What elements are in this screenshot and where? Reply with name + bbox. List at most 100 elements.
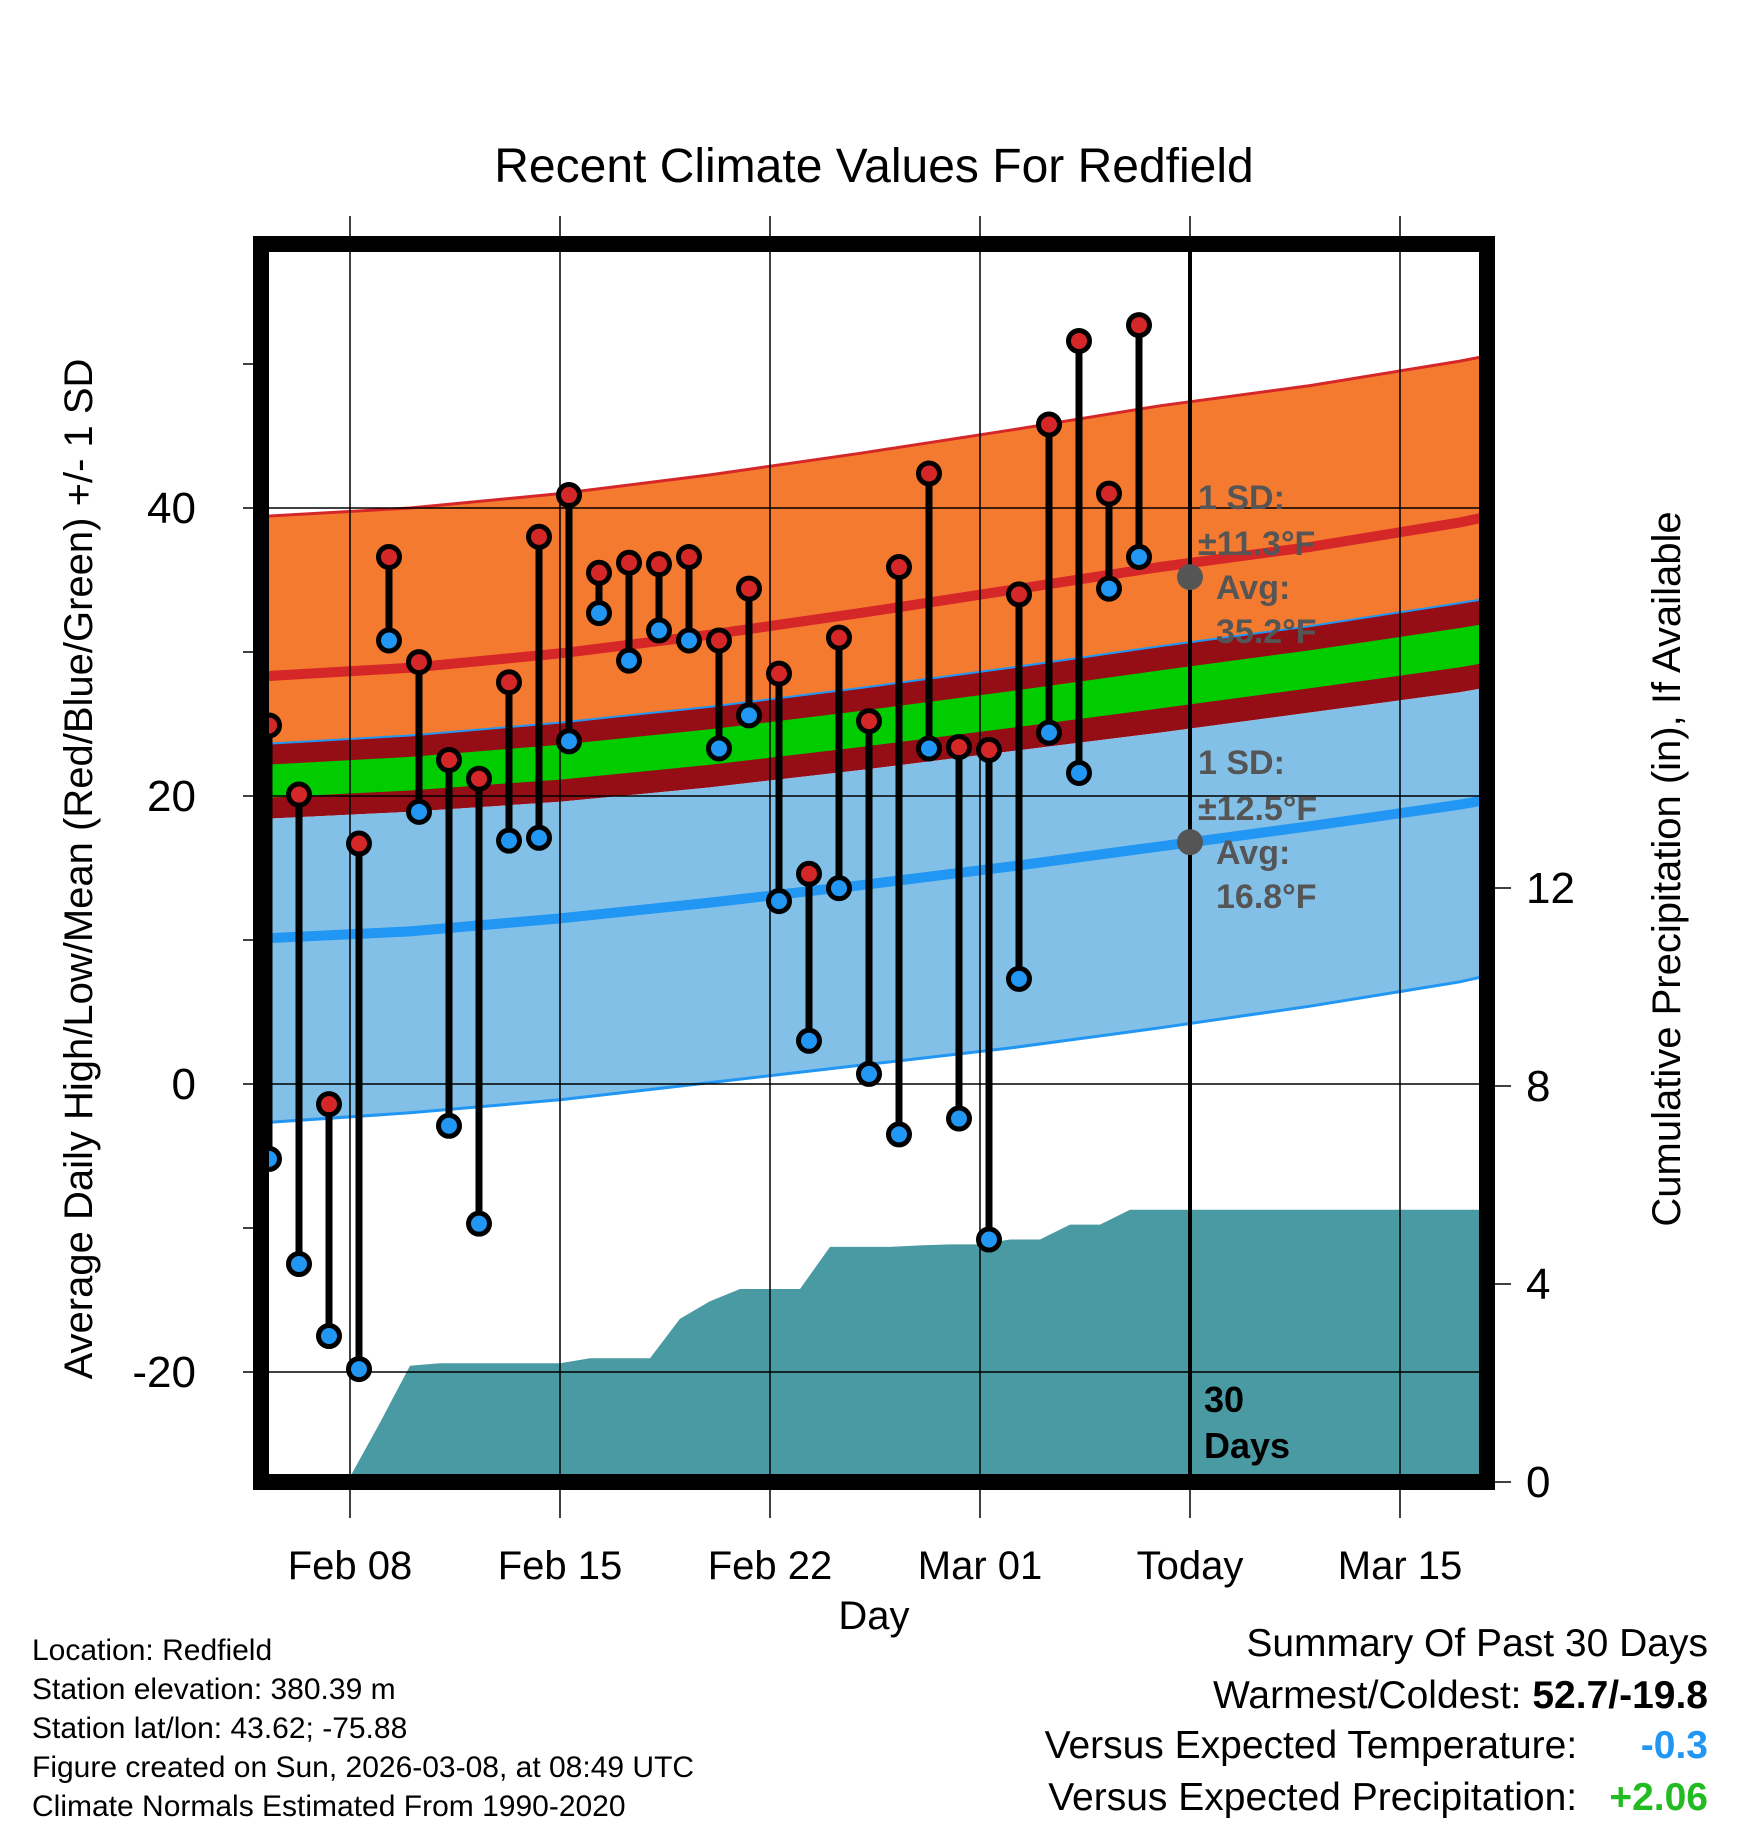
high-sd-label: 1 SD: (1198, 479, 1285, 517)
plot-frame (253, 236, 1495, 1490)
daily-low-point (376, 627, 402, 654)
y-axis-label: Average Daily High/Low/Mean (Red/Blue/Gr… (57, 359, 101, 1380)
daily-low-point (466, 1210, 492, 1237)
daily-high-point (436, 747, 462, 773)
y2-axis-label: Cumulative Precipitation (in), If Availa… (1645, 511, 1689, 1226)
daily-low-point (646, 617, 672, 644)
daily-low-point (1096, 575, 1122, 602)
daily-low-point (556, 728, 582, 755)
low-sd-value: ±12.5°F (1198, 790, 1317, 828)
daily-high-point (646, 551, 672, 578)
daily-high-point (316, 1091, 342, 1118)
daily-high-point (796, 860, 822, 887)
daily-high-point (406, 649, 432, 676)
y2-tick-label: 0 (1526, 1458, 1550, 1507)
low-average-line (261, 794, 1487, 944)
y-tick-label: 40 (147, 484, 196, 533)
daily-low-point (796, 1027, 822, 1054)
daily-high-point (346, 830, 372, 857)
footer-elevation: Station elevation: 380.39 m (32, 1673, 396, 1706)
daily-low-point (496, 827, 522, 854)
footer-location: Location: Redfield (32, 1634, 273, 1667)
x-tick-label: Mar 01 (918, 1544, 1043, 1588)
daily-low-point (826, 875, 852, 902)
daily-high-point (886, 554, 912, 581)
precipitation-area (261, 1209, 1487, 1482)
low-average-marker (1177, 829, 1203, 856)
summary-precip: Versus Expected Precipitation: +2.06 (1048, 1776, 1708, 1820)
days-label-number: 30 (1204, 1379, 1244, 1420)
footer-normals: Climate Normals Estimated From 1990-2020 (32, 1790, 626, 1823)
daily-low-point (1066, 759, 1092, 786)
daily-high-point (1096, 480, 1122, 507)
daily-low-point (286, 1251, 312, 1277)
daily-low-point (766, 888, 792, 915)
daily-low-point (526, 824, 552, 851)
daily-high-point (1006, 581, 1032, 608)
daily-low-point (316, 1323, 342, 1349)
summary-precip-value: +2.06 (1609, 1776, 1708, 1819)
summary-temp-label: Versus Expected Temperature: (1044, 1724, 1578, 1767)
daily-high-point (586, 559, 612, 586)
summary-title: Summary Of Past 30 Days (1246, 1622, 1708, 1665)
daily-high-point (1036, 411, 1062, 438)
y2-tick-label: 12 (1526, 864, 1575, 913)
daily-high-point (466, 765, 492, 792)
daily-high-point (706, 627, 732, 654)
summary-warmest: Warmest/Coldest: 52.7/-19.8 (1213, 1674, 1708, 1718)
daily-low-point (1126, 543, 1152, 570)
low-lower-line (261, 974, 1487, 1125)
plot-interior (261, 354, 1487, 1482)
low-avg-value: 16.8°F (1216, 878, 1317, 916)
daily-low-point (706, 735, 732, 762)
daily-high-point (676, 543, 702, 570)
summary-temp: Versus Expected Temperature: -0.3 (1045, 1724, 1708, 1768)
x-tick-label: Today (1137, 1544, 1244, 1588)
low-avg-label: Avg: (1216, 834, 1290, 872)
x-tick-label: Feb 08 (288, 1544, 413, 1588)
daily-high-point (976, 736, 1002, 763)
x-tick-label: Feb 22 (708, 1544, 833, 1588)
summary-temp-value: -0.3 (1640, 1724, 1708, 1767)
high-sd-value: ±11.3°F (1198, 525, 1315, 563)
y-tick-label: -20 (132, 1348, 196, 1397)
daily-high-point (376, 543, 402, 570)
daily-low-point (436, 1112, 462, 1139)
footer-created: Figure created on Sun, 2026-03-08, at 08… (32, 1751, 695, 1784)
daily-low-point (346, 1356, 372, 1383)
daily-low-point (856, 1060, 882, 1087)
daily-high-point (736, 575, 762, 602)
daily-low-point (946, 1105, 972, 1132)
daily-high-point (526, 523, 552, 550)
low-sd-label: 1 SD: (1198, 744, 1285, 782)
daily-high-point (766, 660, 792, 687)
x-tick-label: Mar 15 (1338, 1544, 1463, 1588)
daily-low-point (976, 1226, 1002, 1253)
chart-title: Recent Climate Values For Redfield (494, 140, 1253, 193)
summary-warmest-label: Warmest/Coldest: (1213, 1674, 1522, 1717)
x-axis-label: Day (838, 1594, 909, 1638)
daily-high-point (1066, 327, 1092, 354)
summary-precip-label: Versus Expected Precipitation: (1048, 1776, 1578, 1819)
daily-low-point (886, 1121, 912, 1148)
mean-upper-line (261, 597, 1487, 746)
high-avg-value: 35.2°F (1216, 613, 1317, 651)
high-average-marker (1177, 564, 1203, 591)
footer-latlon: Station lat/lon: 43.62; -75.88 (32, 1712, 408, 1745)
y2-tick-label: 8 (1526, 1062, 1550, 1111)
daily-high-point (556, 482, 582, 509)
daily-high-point (286, 781, 312, 808)
daily-high-point (856, 708, 882, 735)
daily-low-point (1036, 719, 1062, 746)
daily-low-point (916, 735, 942, 762)
daily-low-point (586, 600, 612, 627)
daily-low-point (1006, 965, 1032, 992)
daily-low-point (616, 647, 642, 674)
y-tick-label: 0 (172, 1060, 196, 1109)
x-tick-label: Feb 15 (498, 1544, 623, 1588)
high-upper-line (261, 354, 1487, 519)
daily-high-point (946, 734, 972, 761)
days-label-text: Days (1204, 1425, 1290, 1466)
high-average-line (261, 511, 1487, 682)
